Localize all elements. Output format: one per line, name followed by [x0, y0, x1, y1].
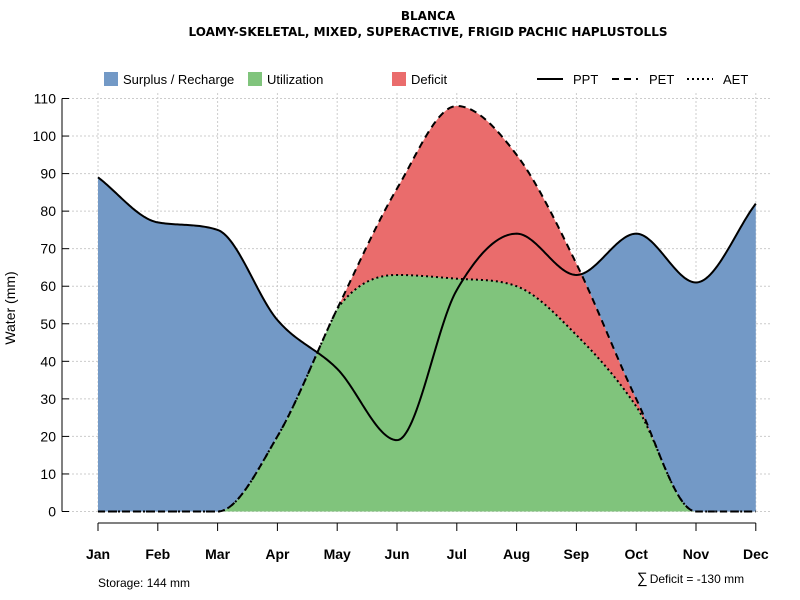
- x-tick-label: Jul: [447, 546, 467, 562]
- sum-symbol: ∑: [637, 570, 648, 587]
- y-tick-label: 30: [40, 391, 56, 407]
- x-tick-label: Dec: [743, 546, 769, 562]
- legend: Surplus / Recharge Utilization Deficit P…: [104, 72, 748, 87]
- deficit-value: Deficit = -130 mm: [650, 572, 744, 586]
- y-axis-label: Water (mm): [2, 271, 18, 344]
- x-tick-label: Sep: [564, 546, 590, 562]
- surplus-recharge-area: [98, 106, 756, 512]
- axes: 0 10 20 30 40 50 60 70 80 90 100 110 Jan Feb Mar Apr May…: [33, 91, 769, 563]
- chart-subtitle: LOAMY-SKELETAL, MIXED, SUPERACTIVE, FRIG…: [189, 25, 668, 39]
- y-tick-label: 40: [40, 353, 56, 369]
- legend-label-ppt: PPT: [573, 72, 598, 87]
- x-tick-label: Mar: [205, 546, 230, 562]
- x-tick-label: May: [324, 546, 351, 562]
- pet-line: [98, 105, 756, 513]
- legend-label-utilization: Utilization: [267, 72, 323, 87]
- y-tick-label: 20: [40, 428, 56, 444]
- legend-swatch-deficit: [392, 72, 406, 86]
- ppt-line: [97, 176, 757, 442]
- deficit-label: ∑ Deficit = -130 mm: [637, 570, 744, 587]
- storage-label: Storage: 144 mm: [98, 576, 190, 590]
- x-tick-label: Apr: [265, 546, 290, 562]
- y-tick-label: 0: [48, 504, 56, 520]
- legend-label-pet: PET: [649, 72, 674, 87]
- legend-label-surplus: Surplus / Recharge: [123, 72, 234, 87]
- utilization-area: [98, 274, 756, 512]
- y-tick-label: 110: [34, 91, 57, 107]
- deficit-area: [98, 106, 756, 512]
- x-tick-label: Jan: [86, 546, 110, 562]
- aet-line: [98, 273, 756, 513]
- legend-swatch-surplus: [104, 72, 118, 86]
- y-tick-label: 90: [40, 166, 56, 182]
- x-tick-label: Feb: [145, 546, 170, 562]
- x-tick-label: Nov: [683, 546, 710, 562]
- areas: [98, 106, 756, 512]
- y-tick-label: 70: [40, 241, 56, 257]
- x-tick-label: Aug: [503, 546, 530, 562]
- x-tick-label: Jun: [385, 546, 410, 562]
- chart-title: BLANCA: [401, 9, 456, 23]
- y-tick-label: 80: [40, 203, 56, 219]
- y-tick-label: 100: [33, 128, 57, 144]
- legend-swatch-utilization: [248, 72, 262, 86]
- series-lines: [97, 105, 757, 513]
- y-tick-label: 60: [40, 278, 56, 294]
- y-tick-label: 10: [40, 466, 56, 482]
- legend-label-aet: AET: [723, 72, 748, 87]
- y-tick-label: 50: [40, 316, 56, 332]
- legend-label-deficit: Deficit: [411, 72, 448, 87]
- x-tick-label: Oct: [625, 546, 649, 562]
